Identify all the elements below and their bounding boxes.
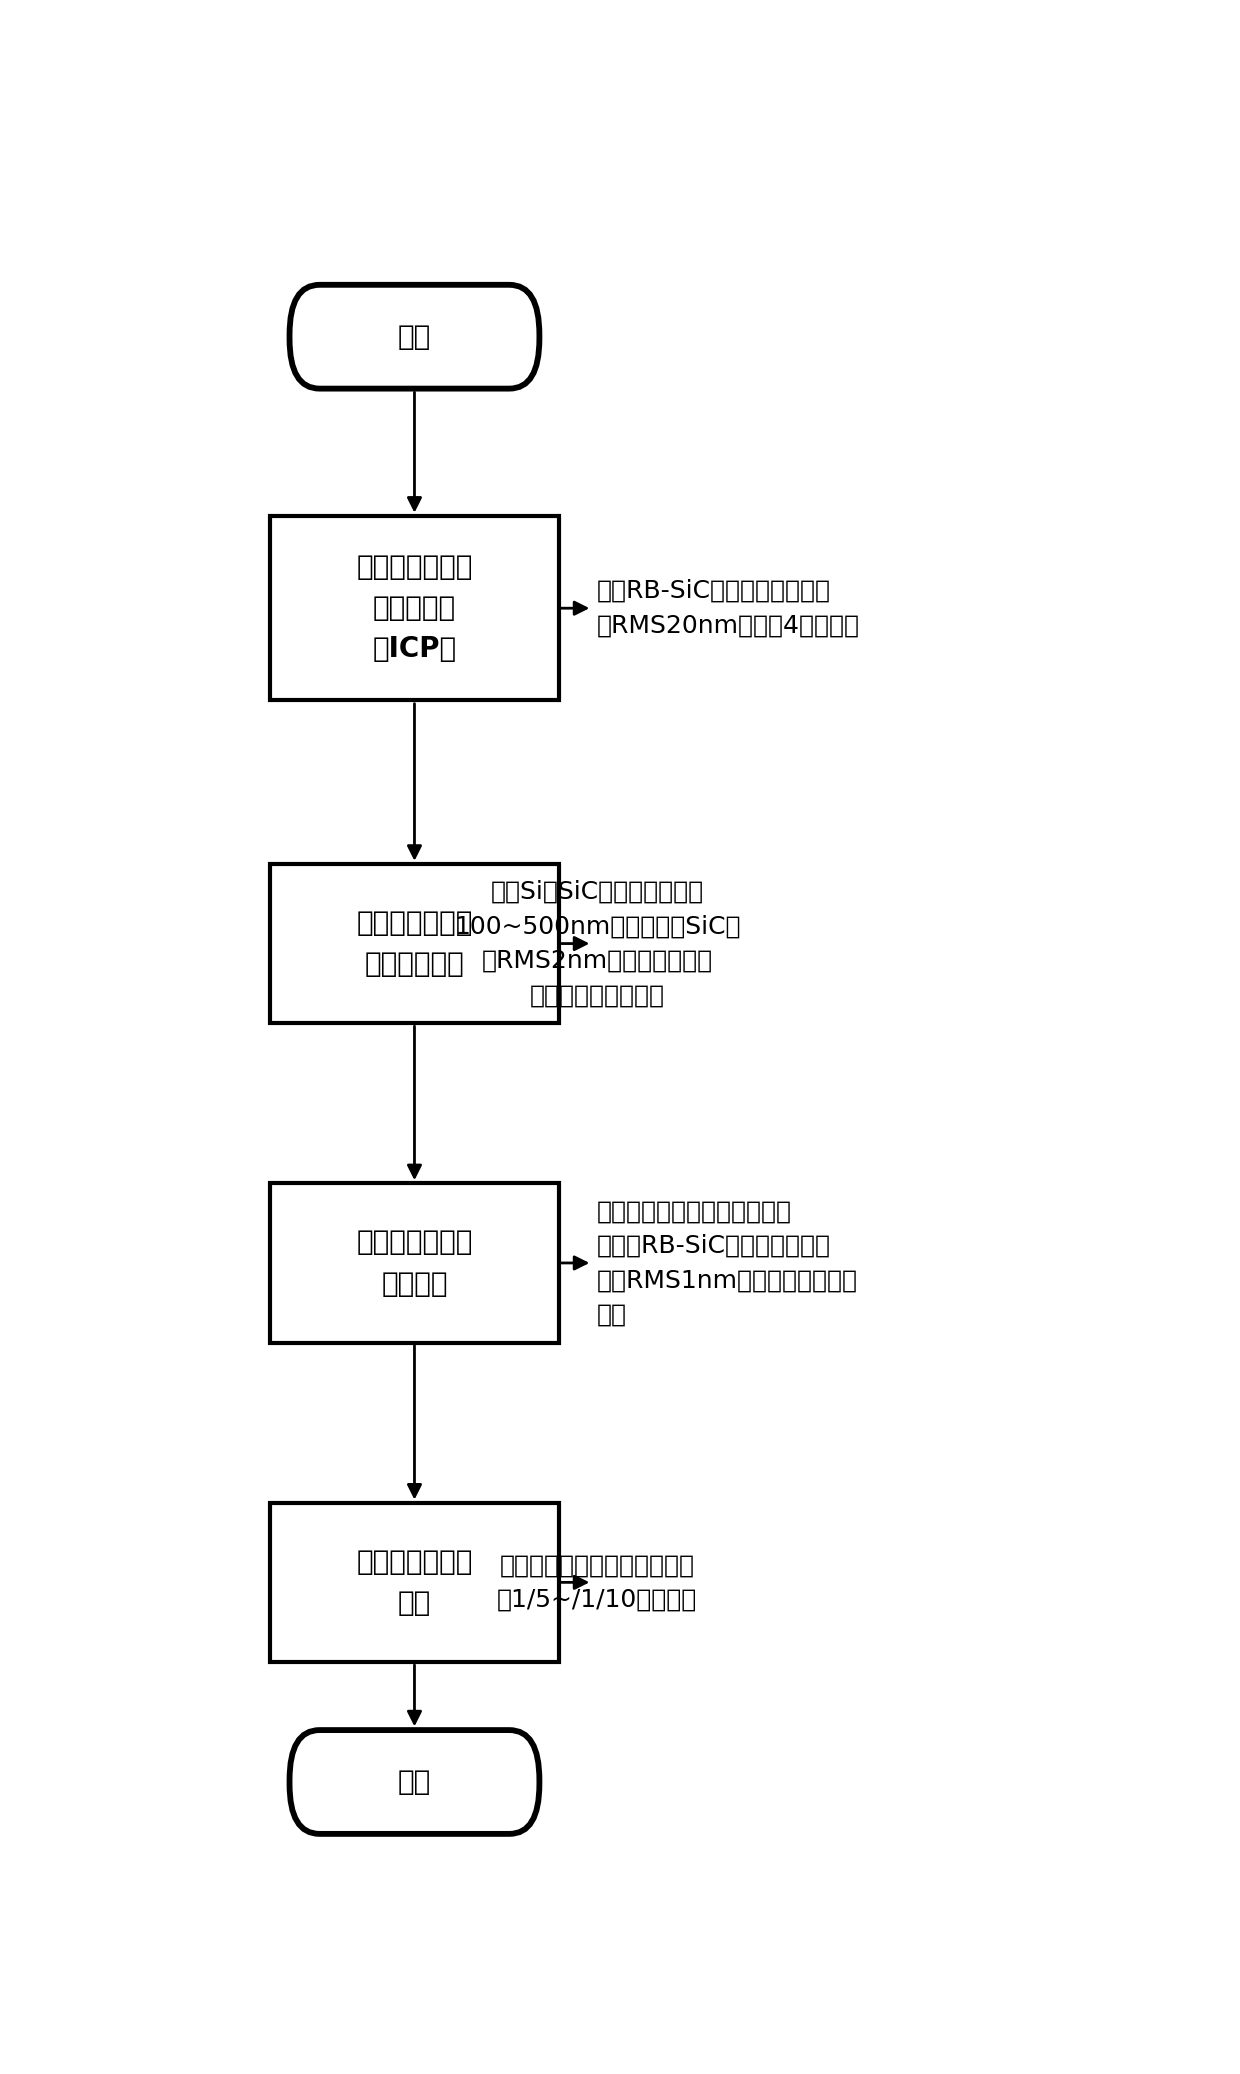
Text: 结束: 结束: [398, 1767, 432, 1796]
Text: 实现RB-SiC表面抛亮，可以实
现RMS20nm，面形4微米以内: 实现RB-SiC表面抛亮，可以实 现RMS20nm，面形4微米以内: [596, 579, 861, 637]
FancyBboxPatch shape: [270, 1502, 559, 1661]
Text: 电感耦合等离子
体抛光技术
（ICP）: 电感耦合等离子 体抛光技术 （ICP）: [356, 554, 472, 664]
FancyBboxPatch shape: [270, 516, 559, 701]
Text: 射频磁控溅射平
坦化沉积技术: 射频磁控溅射平 坦化沉积技术: [356, 908, 472, 979]
FancyBboxPatch shape: [270, 863, 559, 1022]
FancyBboxPatch shape: [290, 284, 539, 388]
Text: 离子束抛光加工
技术: 离子束抛光加工 技术: [356, 1547, 472, 1618]
Text: 利用高活性的自由基含氟气体
原子与RB-SiC表面的化学反应
实现RMS1nm以下的超光滑表面
加工: 利用高活性的自由基含氟气体 原子与RB-SiC表面的化学反应 实现RMS1nm以…: [596, 1199, 858, 1327]
Text: 沉积Si或SiC层，厚度控制在
100~500nm，可以实现SiC表
面RMS2nm以内表面加工实
现，并保持面形不变: 沉积Si或SiC层，厚度控制在 100~500nm，可以实现SiC表 面RMS2…: [454, 879, 740, 1008]
Text: 对元件的面形进行修正，可实
现1/5~/1/10波长修正: 对元件的面形进行修正，可实 现1/5~/1/10波长修正: [497, 1553, 697, 1611]
FancyBboxPatch shape: [270, 1182, 559, 1342]
Text: 自由基等离子体
抛光技术: 自由基等离子体 抛光技术: [356, 1228, 472, 1298]
FancyBboxPatch shape: [290, 1730, 539, 1833]
Text: 开始: 开始: [398, 324, 432, 351]
